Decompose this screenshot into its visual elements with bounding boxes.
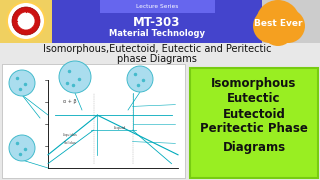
Text: Lecture Series: Lecture Series <box>136 3 178 8</box>
Circle shape <box>6 1 46 41</box>
Text: Material Technology: Material Technology <box>109 28 205 37</box>
Circle shape <box>17 12 35 30</box>
Circle shape <box>253 9 287 43</box>
Text: Isomorphous,Eutectoid, Eutectic and Peritectic: Isomorphous,Eutectoid, Eutectic and Peri… <box>43 44 271 54</box>
Bar <box>0 0 320 43</box>
Circle shape <box>271 9 305 43</box>
Circle shape <box>12 7 40 35</box>
Circle shape <box>256 0 300 44</box>
Circle shape <box>59 61 91 93</box>
Bar <box>260 0 320 43</box>
Circle shape <box>9 70 35 96</box>
Text: phase Diagrams: phase Diagrams <box>117 54 197 64</box>
Text: Peritectic Phase: Peritectic Phase <box>200 123 308 136</box>
Text: Diagrams: Diagrams <box>222 141 285 154</box>
Text: MT-303: MT-303 <box>133 15 181 28</box>
Text: Liquidus: Liquidus <box>63 132 77 137</box>
Circle shape <box>127 66 153 92</box>
Text: Solidus: Solidus <box>64 141 76 145</box>
Circle shape <box>262 14 294 46</box>
Text: Eutectic: Eutectic <box>227 93 281 105</box>
Bar <box>190 68 318 178</box>
Text: Eutectoid: Eutectoid <box>223 107 285 120</box>
Circle shape <box>9 135 35 161</box>
Text: Liquid: Liquid <box>113 126 126 130</box>
Bar <box>100 0 215 13</box>
Bar <box>52 0 262 43</box>
Text: Best Ever: Best Ever <box>254 19 302 28</box>
Circle shape <box>8 3 44 39</box>
Text: Isomorphous: Isomorphous <box>211 78 297 91</box>
Text: α + β: α + β <box>63 100 77 105</box>
Bar <box>2 64 185 178</box>
